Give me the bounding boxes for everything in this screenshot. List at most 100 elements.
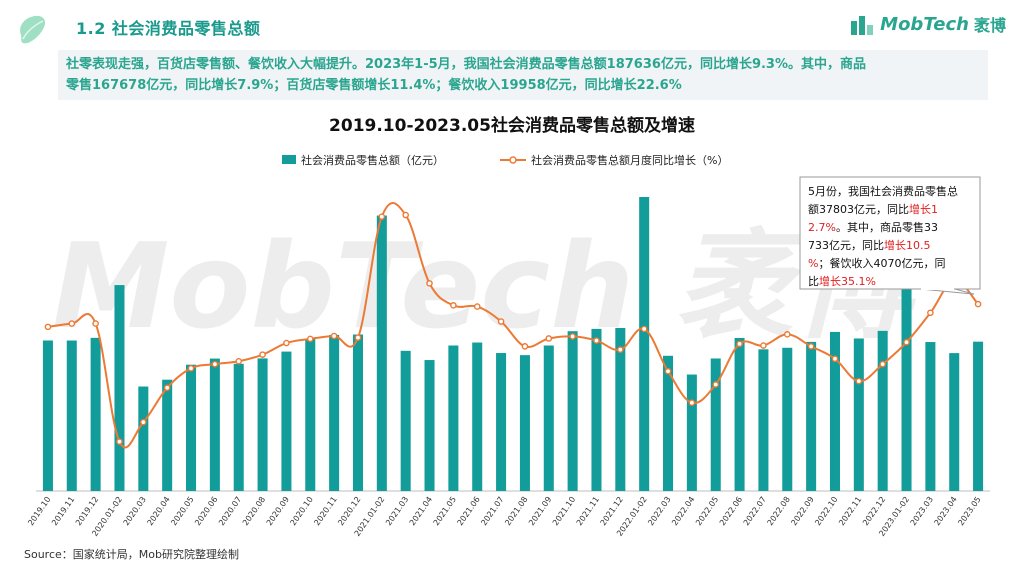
line-point	[736, 340, 743, 348]
x-tick-label: 2020.06	[193, 495, 219, 527]
line-point	[807, 343, 815, 350]
x-tick-label: 2020.03	[122, 495, 148, 527]
bar	[209, 358, 220, 491]
line-point	[497, 318, 505, 325]
line-point	[163, 384, 171, 392]
bar	[66, 340, 77, 491]
legend-line-label: 社会消费品零售总额月度同比增长（%）	[531, 153, 728, 167]
bar	[925, 342, 936, 491]
line-point	[235, 357, 243, 365]
line-point	[426, 280, 433, 287]
x-tick-label: 2022.09	[789, 495, 815, 527]
bar	[329, 334, 340, 491]
line-point	[521, 343, 529, 350]
chart-svg: MobTech 袤博 2019.10-2023.05社会消费品零售总额及增速社会消…	[26, 115, 990, 538]
line-point	[664, 367, 672, 375]
bar	[663, 355, 674, 491]
bar	[973, 341, 984, 491]
bar	[710, 358, 721, 491]
line-point	[92, 320, 99, 327]
bar	[352, 334, 363, 491]
x-tick-label: 2019.12	[74, 495, 100, 527]
x-tick-label: 2022.12	[861, 495, 887, 527]
bar	[806, 341, 817, 491]
line-point	[473, 303, 481, 310]
x-tick-label: 2019.11	[50, 495, 76, 527]
line-point	[450, 302, 457, 309]
annotation-run: 。其中，商品零售33	[836, 220, 938, 234]
annotation-run: ；餐饮收入4070亿元，同	[818, 256, 945, 270]
bar	[42, 340, 53, 491]
x-tick-label: 2020.08	[241, 495, 267, 527]
bar	[829, 331, 840, 491]
bar	[400, 350, 411, 491]
summary-box: 社零表现走强，百货店零售额、餐饮收入大幅提升。2023年1-5月，我国社会消费品…	[58, 50, 988, 100]
bar	[949, 353, 960, 491]
x-tick-label: 2020.11	[312, 495, 338, 527]
line-point	[879, 360, 886, 368]
x-tick-label: 2021.03	[384, 495, 410, 527]
summary-line-2: 零售167678亿元，同比增长7.9%；百货店零售额增长11.4%；餐饮收入19…	[66, 78, 682, 93]
mobtech-logo-icon	[851, 16, 874, 35]
brand-suffix: 袤博	[973, 16, 1006, 35]
line-point	[927, 309, 934, 317]
bar	[782, 347, 793, 491]
line-point	[283, 339, 290, 347]
bar	[376, 215, 387, 491]
line-point	[569, 333, 576, 340]
annotation-box	[799, 176, 981, 290]
annotation-run: 比	[808, 275, 819, 288]
line-point	[593, 337, 600, 344]
watermark: MobTech 袤博	[52, 217, 930, 355]
x-tick-label: 2020.09	[265, 495, 291, 527]
annotation-highlight: %	[808, 257, 818, 270]
annotation-highlight: 增长1	[909, 202, 938, 216]
line-point	[783, 331, 791, 338]
line-point	[330, 332, 338, 340]
line-point	[974, 300, 982, 308]
bar	[281, 351, 292, 491]
x-tick-label: 2022.03	[646, 495, 672, 527]
bar	[615, 327, 626, 491]
x-tick-label: 2022.05	[694, 495, 720, 527]
brand-logo: MobTech 袤博	[851, 12, 1006, 36]
annotation-highlight: 2.7%	[808, 221, 836, 234]
bar	[686, 374, 697, 491]
line-point	[903, 338, 910, 346]
x-tick-label: 2021.10	[551, 495, 577, 527]
bar	[186, 364, 197, 491]
bar	[424, 360, 435, 491]
x-tick-label: 2021.08	[503, 495, 529, 527]
line-point	[760, 342, 767, 349]
legend-line-marker	[509, 156, 517, 164]
bar	[567, 331, 578, 491]
line-point	[354, 334, 362, 341]
legend-bar-label: 社会消费品零售总额（亿元）	[301, 153, 444, 167]
bar	[233, 363, 244, 491]
brand-leaf-icon	[20, 15, 46, 44]
bar	[448, 345, 459, 491]
bar	[639, 197, 650, 491]
bar	[591, 328, 602, 491]
source-note: Source：国家统计局，Mob研究院整理绘制	[24, 548, 239, 561]
line-point	[831, 355, 839, 363]
bar	[758, 349, 769, 491]
line-point	[712, 381, 720, 388]
bar	[496, 353, 507, 491]
x-tick-label: 2021.09	[527, 495, 553, 527]
x-tick-label: 2023.04	[933, 495, 959, 527]
chart-title: 2019.10-2023.05社会消费品零售总额及增速	[329, 115, 695, 136]
x-tick-label: 2021.06	[456, 495, 482, 527]
x-tick-label: 2022.10	[813, 495, 839, 527]
bar	[734, 337, 745, 491]
section-title: 1.2 社会消费品零售总额	[76, 19, 261, 38]
line-point	[855, 377, 863, 385]
brand-name: MobTech	[880, 13, 969, 35]
x-tick-label: 2021.12	[599, 495, 625, 527]
bar	[257, 358, 268, 491]
x-tick-label: 2019.10	[26, 495, 52, 527]
annotation-text: 5月份，我国社会消费品零售总额37803亿元，同比增长1 2.7%。其中，商品零售…	[808, 184, 958, 288]
line-point	[187, 365, 195, 372]
x-tick-label: 2022.08	[766, 495, 792, 527]
x-tick-label: 2021.07	[479, 495, 505, 527]
